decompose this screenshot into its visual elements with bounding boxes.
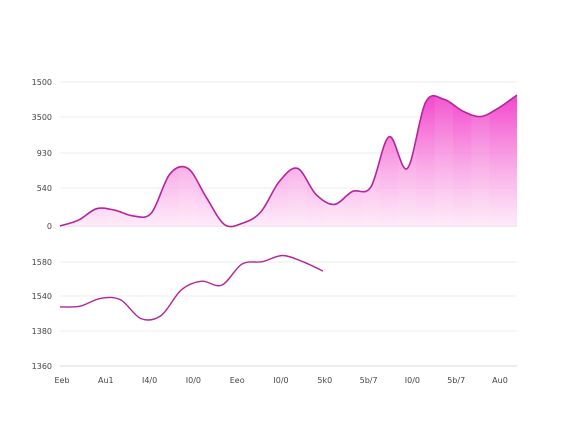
x-tick-label: I0/0 <box>273 376 288 385</box>
top-y-tick-label: 930 <box>37 149 52 158</box>
x-tick-label: Au1 <box>98 376 114 385</box>
top-y-tick-label: 540 <box>37 184 52 193</box>
top-y-tick-label: 3500 <box>32 113 52 122</box>
x-tick-label: 5b/7 <box>447 376 465 385</box>
x-tick-label: Au0 <box>492 376 508 385</box>
x-tick-label: I0/0 <box>186 376 201 385</box>
x-tick-label: Eeb <box>54 376 69 385</box>
bottom-y-tick-label: 1380 <box>32 327 52 336</box>
area-band <box>142 82 161 226</box>
x-tick-labels: Eeb Au1 I4/0 I0/0 Eeo I0/0 5k0 5b/7 I0/0 5b/7 Au0 <box>54 376 507 385</box>
x-tick-label: I0/0 <box>405 376 420 385</box>
area-band <box>251 82 271 226</box>
area-band <box>361 82 380 226</box>
area-band <box>398 82 417 226</box>
area-band <box>178 82 198 226</box>
x-tick-label: 5b/7 <box>360 376 378 385</box>
bottom-y-tick-label: 1580 <box>32 258 52 267</box>
bottom-y-tick-label: 1360 <box>32 362 52 371</box>
x-tick-label: Eeo <box>230 376 245 385</box>
area-band <box>105 82 124 226</box>
area-band <box>288 82 307 226</box>
area-band <box>325 82 344 226</box>
area-band <box>471 82 490 226</box>
bottom-y-tick-label: 1540 <box>32 292 52 301</box>
area-fill <box>60 95 517 227</box>
area-band <box>215 82 234 226</box>
bottom-line-series <box>59 254 324 321</box>
x-tick-label: I4/0 <box>142 376 157 385</box>
top-y-tick-label: 0 <box>47 222 52 231</box>
top-y-tick-label: 1500 <box>32 78 52 87</box>
y-tick-labels: 1500 3500 930 540 0 1580 1540 1380 1360 <box>32 78 52 371</box>
line-series-path <box>59 254 324 321</box>
area-line <box>59 94 518 228</box>
area-band <box>69 82 88 226</box>
top-area-series <box>59 82 518 228</box>
area-band <box>434 82 454 226</box>
x-tick-label: 5k0 <box>317 376 332 385</box>
